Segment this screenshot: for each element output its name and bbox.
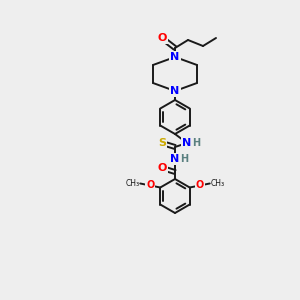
Text: N: N (182, 138, 192, 148)
Text: O: O (196, 181, 204, 190)
Text: H: H (192, 138, 200, 148)
Text: CH₃: CH₃ (211, 179, 225, 188)
Text: N: N (170, 52, 180, 62)
Text: O: O (157, 33, 167, 43)
Text: O: O (146, 181, 154, 190)
Text: O: O (157, 163, 167, 173)
Text: N: N (170, 154, 180, 164)
Text: N: N (170, 86, 180, 96)
Text: CH₃: CH₃ (125, 179, 139, 188)
Text: S: S (158, 138, 166, 148)
Text: H: H (180, 154, 188, 164)
